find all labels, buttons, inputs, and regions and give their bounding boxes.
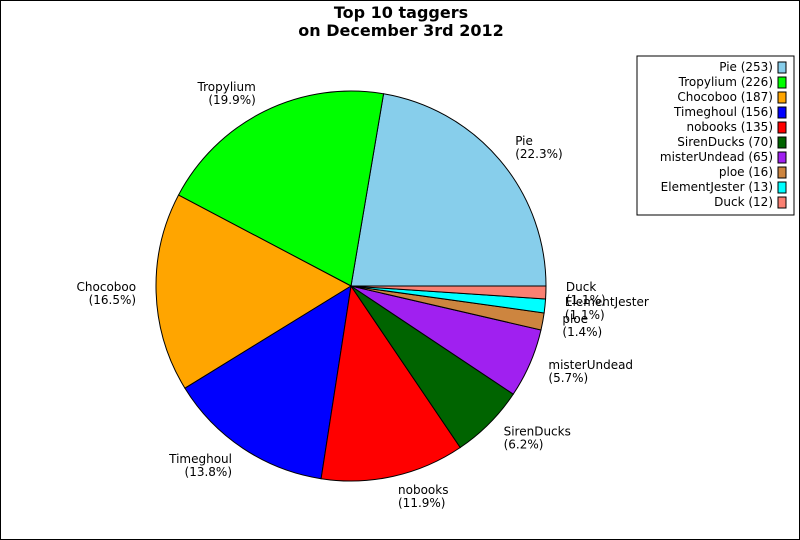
chart-title-line-2: on December 3rd 2012 [298,21,503,40]
legend-swatch-sirenducks [777,136,787,149]
slice-label-ploe: ploe [562,312,588,326]
legend-label-duck: Duck (12) [714,195,773,209]
pie-slice-chocoboo [155,194,353,389]
slice-label-sirenducks: SirenDucks [504,425,571,439]
slice-label-elementjester: ElementJester [565,295,649,309]
slice-percent-sirenducks: (6.2%) [504,438,544,452]
legend-swatch-chocoboo [777,91,787,104]
legend-label-pie: Pie (253) [719,60,773,74]
legend-label-sirenducks: SirenDucks (70) [677,135,773,149]
pie-slice-nobooks [320,284,461,482]
slice-percent-pie: (22.3%) [515,147,562,161]
legend-label-chocoboo: Chocoboo (187) [677,90,773,104]
legend-label-elementjester: ElementJester (13) [661,180,773,194]
legend: Pie (253)Tropylium (226)Chocoboo (187)Ti… [636,55,795,216]
slice-label-duck: Duck [566,280,596,294]
slice-percent-timeghoul: (13.8%) [185,465,232,479]
legend-label-tropylium: Tropylium (226) [678,75,773,89]
legend-swatch-elementjester [777,181,787,194]
legend-swatch-timeghoul [777,106,787,119]
slice-label-misterundead: misterUndead [548,358,633,372]
slice-percent-misterundead: (5.7%) [548,371,588,385]
slice-percent-tropylium: (19.9%) [208,93,255,107]
legend-swatch-duck [777,196,787,209]
legend-label-misterundead: misterUndead (65) [660,150,773,164]
slice-label-timeghoul: Timeghoul [168,452,232,466]
legend-label-nobooks: nobooks (135) [686,120,773,134]
slice-label-chocoboo: Chocoboo [77,280,137,294]
slice-label-tropylium: Tropylium [197,80,256,94]
legend-box [636,55,795,216]
pie-slice-timeghoul [184,285,352,480]
legend-swatch-ploe [777,166,787,179]
chart-title: Top 10 taggers on December 3rd 2012 [298,3,503,40]
slice-label-pie: Pie [515,134,533,148]
legend-label-ploe: ploe (16) [719,165,773,179]
slice-percent-nobooks: (11.9%) [398,496,445,510]
slice-labels: Pie(22.3%) Tropylium(19.9%) Chocoboo(16.5%… [77,80,649,510]
legend-label-timeghoul: Timeghoul (156) [673,105,773,119]
chart-title-line-1: Top 10 taggers [334,3,468,22]
pie-slices [155,90,547,482]
pie-slice-pie [350,93,547,287]
pie-slice-tropylium [177,90,385,287]
legend-swatch-tropylium [777,76,787,89]
slice-label-nobooks: nobooks [398,483,448,497]
slice-percent-elementjester: (1.1%) [565,308,605,322]
slice-percent-duck: (1.1%) [566,293,606,307]
slice-percent-chocoboo: (16.5%) [89,293,136,307]
legend-swatch-misterundead [777,151,787,164]
slice-percent-ploe: (1.4%) [562,325,602,339]
legend-swatch-nobooks [777,121,787,134]
legend-swatch-pie [777,61,787,74]
pie-slice-duck [350,285,547,300]
